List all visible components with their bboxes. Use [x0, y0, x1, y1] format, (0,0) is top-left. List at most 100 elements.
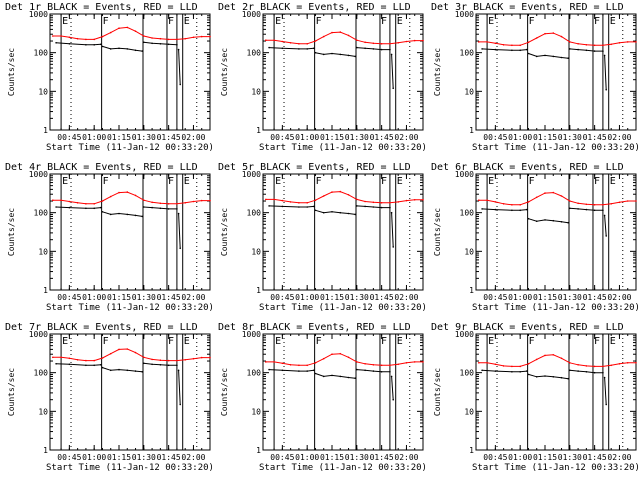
- events-point: [585, 49, 588, 52]
- events-point: [481, 369, 483, 372]
- events-point: [118, 47, 120, 50]
- lld-point: [593, 44, 596, 47]
- events-point: [298, 370, 300, 372]
- y-tick-label: 1000: [29, 10, 48, 19]
- lld-point: [52, 35, 54, 37]
- events-point: [141, 215, 143, 218]
- events-point: [380, 48, 383, 51]
- events-point: [85, 44, 87, 46]
- x-axis-label: Start Time (11-Jan-12 00:33:20): [46, 463, 214, 473]
- lld-point: [281, 362, 284, 365]
- lld-point: [167, 359, 170, 362]
- y-tick-label: 1: [256, 286, 261, 295]
- lld-point: [405, 40, 408, 43]
- lld-point: [635, 362, 637, 364]
- lld-point: [93, 203, 95, 205]
- events-series-segment-4: [178, 370, 181, 405]
- x-tick-label: 01:45: [157, 133, 181, 142]
- events-point: [389, 206, 391, 209]
- events-point: [93, 44, 95, 46]
- y-axis-label: Counts/sec: [220, 208, 229, 256]
- plot-title: Det 3r BLACK = Events, RED = LLD: [431, 2, 624, 13]
- events-point: [392, 87, 395, 90]
- marker-label-f: F: [103, 16, 109, 27]
- plot-frame: [262, 173, 424, 291]
- events-point: [527, 373, 530, 376]
- events-point: [118, 368, 120, 371]
- lld-point: [364, 363, 366, 365]
- x-tick-label: 01:45: [583, 133, 607, 142]
- events-point: [159, 364, 162, 366]
- x-tick-label: 01:00: [295, 293, 319, 302]
- events-series-segment-2: [528, 218, 569, 224]
- marker-label-e: E: [488, 16, 494, 27]
- y-tick-label: 1000: [455, 170, 474, 179]
- lld-point: [364, 41, 366, 44]
- events-point: [68, 206, 71, 209]
- lld-series-line: [478, 192, 636, 206]
- lld-point: [569, 362, 571, 364]
- x-tick-label: 01:00: [508, 293, 532, 302]
- x-tick-label: 01:00: [508, 453, 532, 462]
- lld-point: [85, 38, 87, 41]
- lld-point: [577, 202, 579, 205]
- marker-label-e: E: [610, 16, 616, 27]
- lld-point: [502, 203, 505, 205]
- lld-point: [314, 362, 317, 364]
- x-tick-label: 01:00: [508, 133, 532, 142]
- events-point: [68, 363, 71, 366]
- lld-point: [535, 196, 538, 199]
- lld-series-line: [478, 354, 636, 367]
- marker-label-f: F: [529, 16, 535, 27]
- events-point: [314, 372, 317, 375]
- events-point: [179, 403, 181, 406]
- events-point: [134, 370, 137, 372]
- x-tick-label: 01:30: [558, 133, 582, 142]
- x-tick-label: 01:00: [82, 293, 106, 302]
- marker-label-f: F: [316, 176, 322, 187]
- events-point: [101, 366, 104, 369]
- lld-point: [405, 199, 408, 202]
- events-point: [602, 371, 604, 374]
- lld-point: [134, 30, 137, 32]
- plot-title: Det 1r BLACK = Events, RED = LLD: [5, 2, 198, 13]
- events-point: [179, 83, 181, 86]
- lld-point: [176, 38, 178, 41]
- x-axis-label: Start Time (11-Jan-12 00:33:20): [472, 463, 640, 473]
- y-tick-label: 10: [251, 407, 261, 416]
- x-tick-label: 02:00: [394, 133, 418, 142]
- events-point: [339, 211, 342, 214]
- y-tick-label: 10: [464, 407, 474, 416]
- lld-point: [397, 201, 400, 203]
- marker-label-e: E: [62, 336, 68, 347]
- events-series-segment-2: [315, 209, 356, 215]
- lld-point: [184, 359, 186, 361]
- events-point: [577, 48, 579, 51]
- x-tick-label: 02:00: [394, 453, 418, 462]
- lld-point: [486, 362, 488, 364]
- events-point: [268, 205, 270, 207]
- x-tick-label: 01:45: [157, 293, 181, 302]
- events-point: [55, 42, 57, 44]
- lld-point: [502, 365, 505, 367]
- events-point: [281, 369, 284, 372]
- lld-point: [502, 44, 505, 46]
- lld-series-line: [52, 26, 210, 40]
- x-tick-label: 01:15: [107, 453, 131, 462]
- events-series-segment-2: [102, 45, 143, 52]
- lld-point: [76, 37, 79, 40]
- marker-label-e: E: [62, 176, 68, 187]
- events-point: [605, 88, 607, 91]
- events-series-segment-4: [391, 376, 394, 400]
- marker-label-e: E: [397, 176, 403, 187]
- events-point: [569, 48, 571, 50]
- lld-point: [494, 363, 497, 366]
- x-tick-label: 01:00: [295, 133, 319, 142]
- lld-point: [192, 357, 195, 360]
- lld-point: [405, 362, 408, 364]
- lld-point: [52, 356, 54, 359]
- events-point: [151, 206, 153, 209]
- y-tick-label: 1000: [455, 10, 474, 19]
- events-point: [392, 246, 395, 248]
- y-axis-label: Counts/sec: [7, 48, 16, 96]
